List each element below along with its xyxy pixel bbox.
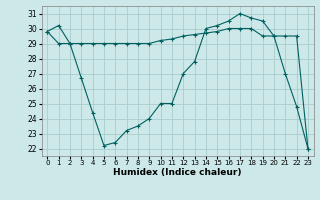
X-axis label: Humidex (Indice chaleur): Humidex (Indice chaleur) (113, 168, 242, 177)
